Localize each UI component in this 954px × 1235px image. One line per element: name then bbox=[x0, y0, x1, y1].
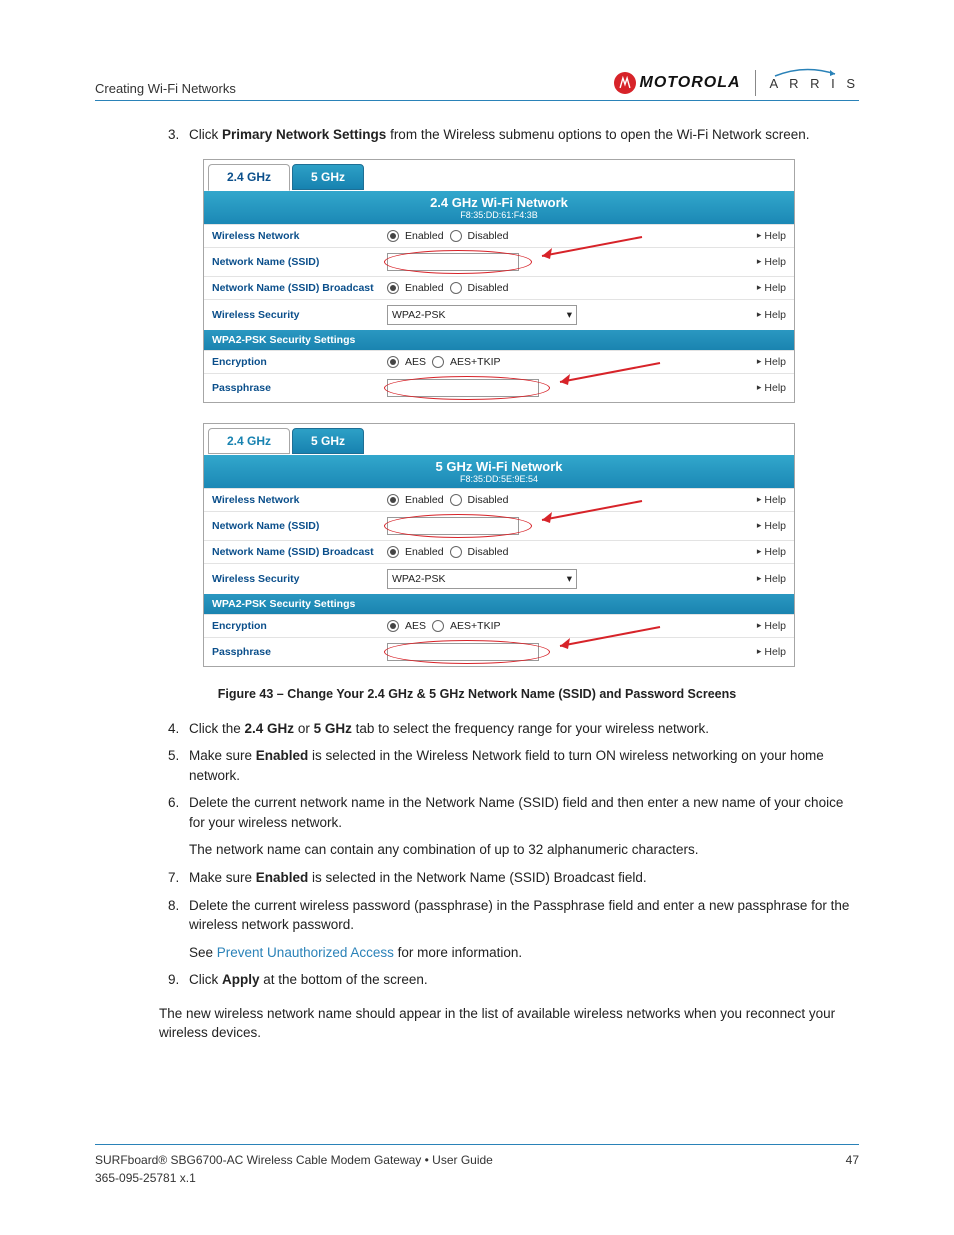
page-header: Creating Wi-Fi Networks MOTOROLA A R R I… bbox=[95, 70, 859, 101]
step-7: Make sure Enabled is selected in the Net… bbox=[183, 868, 859, 888]
row-passphrase: Passphrase Help bbox=[204, 637, 794, 666]
row-security: Wireless Security WPA2-PSK▾ Help bbox=[204, 563, 794, 594]
step-6: Delete the current network name in the N… bbox=[183, 793, 859, 860]
ssid-input[interactable] bbox=[387, 253, 519, 271]
step-9: Click Apply at the bottom of the screen. bbox=[183, 970, 859, 990]
help-link[interactable]: Help bbox=[757, 494, 786, 506]
help-link[interactable]: Help bbox=[757, 309, 786, 321]
motorola-logo: MOTOROLA bbox=[614, 72, 741, 94]
row-passphrase: Passphrase Help bbox=[204, 373, 794, 402]
footer-doc-id: 365-095-25781 x.1 bbox=[95, 1171, 859, 1185]
row-wireless-network: Wireless Network Enabled Disabled Help bbox=[204, 488, 794, 511]
help-link[interactable]: Help bbox=[757, 520, 786, 532]
page-footer: SURFboard® SBG6700-AC Wireless Cable Mod… bbox=[95, 1144, 859, 1185]
radio-aes[interactable] bbox=[387, 356, 399, 368]
tab-24ghz[interactable]: 2.4 GHz bbox=[208, 428, 290, 454]
ssid-input[interactable] bbox=[387, 517, 519, 535]
row-ssid-broadcast: Network Name (SSID) Broadcast Enabled Di… bbox=[204, 540, 794, 563]
router-panel-24ghz: 2.4 GHz 5 GHz 2.4 GHz Wi-Fi Network F8:3… bbox=[203, 159, 795, 403]
row-encryption: Encryption AES AES+TKIP Help bbox=[204, 614, 794, 637]
help-link[interactable]: Help bbox=[757, 646, 786, 658]
band-header-24: 2.4 GHz Wi-Fi Network F8:35:DD:61:F4:3B bbox=[204, 191, 794, 224]
help-link[interactable]: Help bbox=[757, 573, 786, 585]
security-select[interactable]: WPA2-PSK▾ bbox=[387, 569, 577, 589]
step-3: Click Primary Network Settings from the … bbox=[183, 125, 859, 145]
step-8: Delete the current wireless password (pa… bbox=[183, 896, 859, 963]
row-encryption: Encryption AES AES+TKIP Help bbox=[204, 350, 794, 373]
help-link[interactable]: Help bbox=[757, 620, 786, 632]
help-link[interactable]: Help bbox=[757, 356, 786, 368]
step-list-top: Click Primary Network Settings from the … bbox=[95, 125, 859, 145]
brand-logos: MOTOROLA A R R I S bbox=[614, 70, 860, 96]
help-link[interactable]: Help bbox=[757, 282, 786, 294]
row-ssid: Network Name (SSID) Help bbox=[204, 247, 794, 276]
row-wireless-network: Wireless Network Enabled Disabled Help bbox=[204, 224, 794, 247]
tab-24ghz[interactable]: 2.4 GHz bbox=[208, 164, 290, 191]
row-ssid: Network Name (SSID) Help bbox=[204, 511, 794, 540]
tab-5ghz[interactable]: 5 GHz bbox=[292, 164, 364, 190]
row-ssid-broadcast: Network Name (SSID) Broadcast Enabled Di… bbox=[204, 276, 794, 299]
row-security: Wireless Security WPA2-PSK▾ Help bbox=[204, 299, 794, 330]
logo-divider bbox=[755, 70, 756, 96]
radio-disabled[interactable] bbox=[450, 546, 462, 558]
step-5: Make sure Enabled is selected in the Wir… bbox=[183, 746, 859, 785]
chevron-down-icon: ▾ bbox=[567, 309, 572, 321]
radio-disabled[interactable] bbox=[450, 230, 462, 242]
radio-enabled[interactable] bbox=[387, 546, 399, 558]
help-link[interactable]: Help bbox=[757, 382, 786, 394]
radio-disabled[interactable] bbox=[450, 282, 462, 294]
figure-caption: Figure 43 – Change Your 2.4 GHz & 5 GHz … bbox=[95, 687, 859, 701]
security-section-bar: WPA2-PSK Security Settings bbox=[204, 330, 794, 350]
tabs-5: 2.4 GHz 5 GHz bbox=[204, 424, 794, 454]
help-link[interactable]: Help bbox=[757, 230, 786, 242]
arris-logo: A R R I S bbox=[770, 76, 859, 91]
tabs-24: 2.4 GHz 5 GHz bbox=[204, 160, 794, 190]
motorola-m-icon bbox=[614, 72, 636, 94]
radio-aestkip[interactable] bbox=[432, 356, 444, 368]
tab-5ghz[interactable]: 5 GHz bbox=[292, 428, 364, 454]
help-link[interactable]: Help bbox=[757, 256, 786, 268]
radio-aes[interactable] bbox=[387, 620, 399, 632]
arris-swoosh-icon bbox=[770, 68, 840, 78]
band-header-5: 5 GHz Wi-Fi Network F8:35:DD:5E:9E:54 bbox=[204, 455, 794, 488]
step-list-bottom: Click the 2.4 GHz or 5 GHz tab to select… bbox=[95, 719, 859, 990]
radio-disabled[interactable] bbox=[450, 494, 462, 506]
prevent-unauthorized-access-link[interactable]: Prevent Unauthorized Access bbox=[217, 945, 394, 960]
radio-enabled[interactable] bbox=[387, 494, 399, 506]
security-select[interactable]: WPA2-PSK▾ bbox=[387, 305, 577, 325]
closing-paragraph: The new wireless network name should app… bbox=[159, 1004, 859, 1043]
radio-enabled[interactable] bbox=[387, 282, 399, 294]
radio-aestkip[interactable] bbox=[432, 620, 444, 632]
section-title: Creating Wi-Fi Networks bbox=[95, 81, 236, 96]
passphrase-input[interactable] bbox=[387, 643, 539, 661]
help-link[interactable]: Help bbox=[757, 546, 786, 558]
passphrase-input[interactable] bbox=[387, 379, 539, 397]
router-panel-5ghz: 2.4 GHz 5 GHz 5 GHz Wi-Fi Network F8:35:… bbox=[203, 423, 795, 667]
security-section-bar: WPA2-PSK Security Settings bbox=[204, 594, 794, 614]
footer-page-number: 47 bbox=[846, 1153, 859, 1167]
radio-enabled[interactable] bbox=[387, 230, 399, 242]
chevron-down-icon: ▾ bbox=[567, 573, 572, 585]
footer-product: SURFboard® SBG6700-AC Wireless Cable Mod… bbox=[95, 1153, 493, 1167]
step-4: Click the 2.4 GHz or 5 GHz tab to select… bbox=[183, 719, 859, 739]
